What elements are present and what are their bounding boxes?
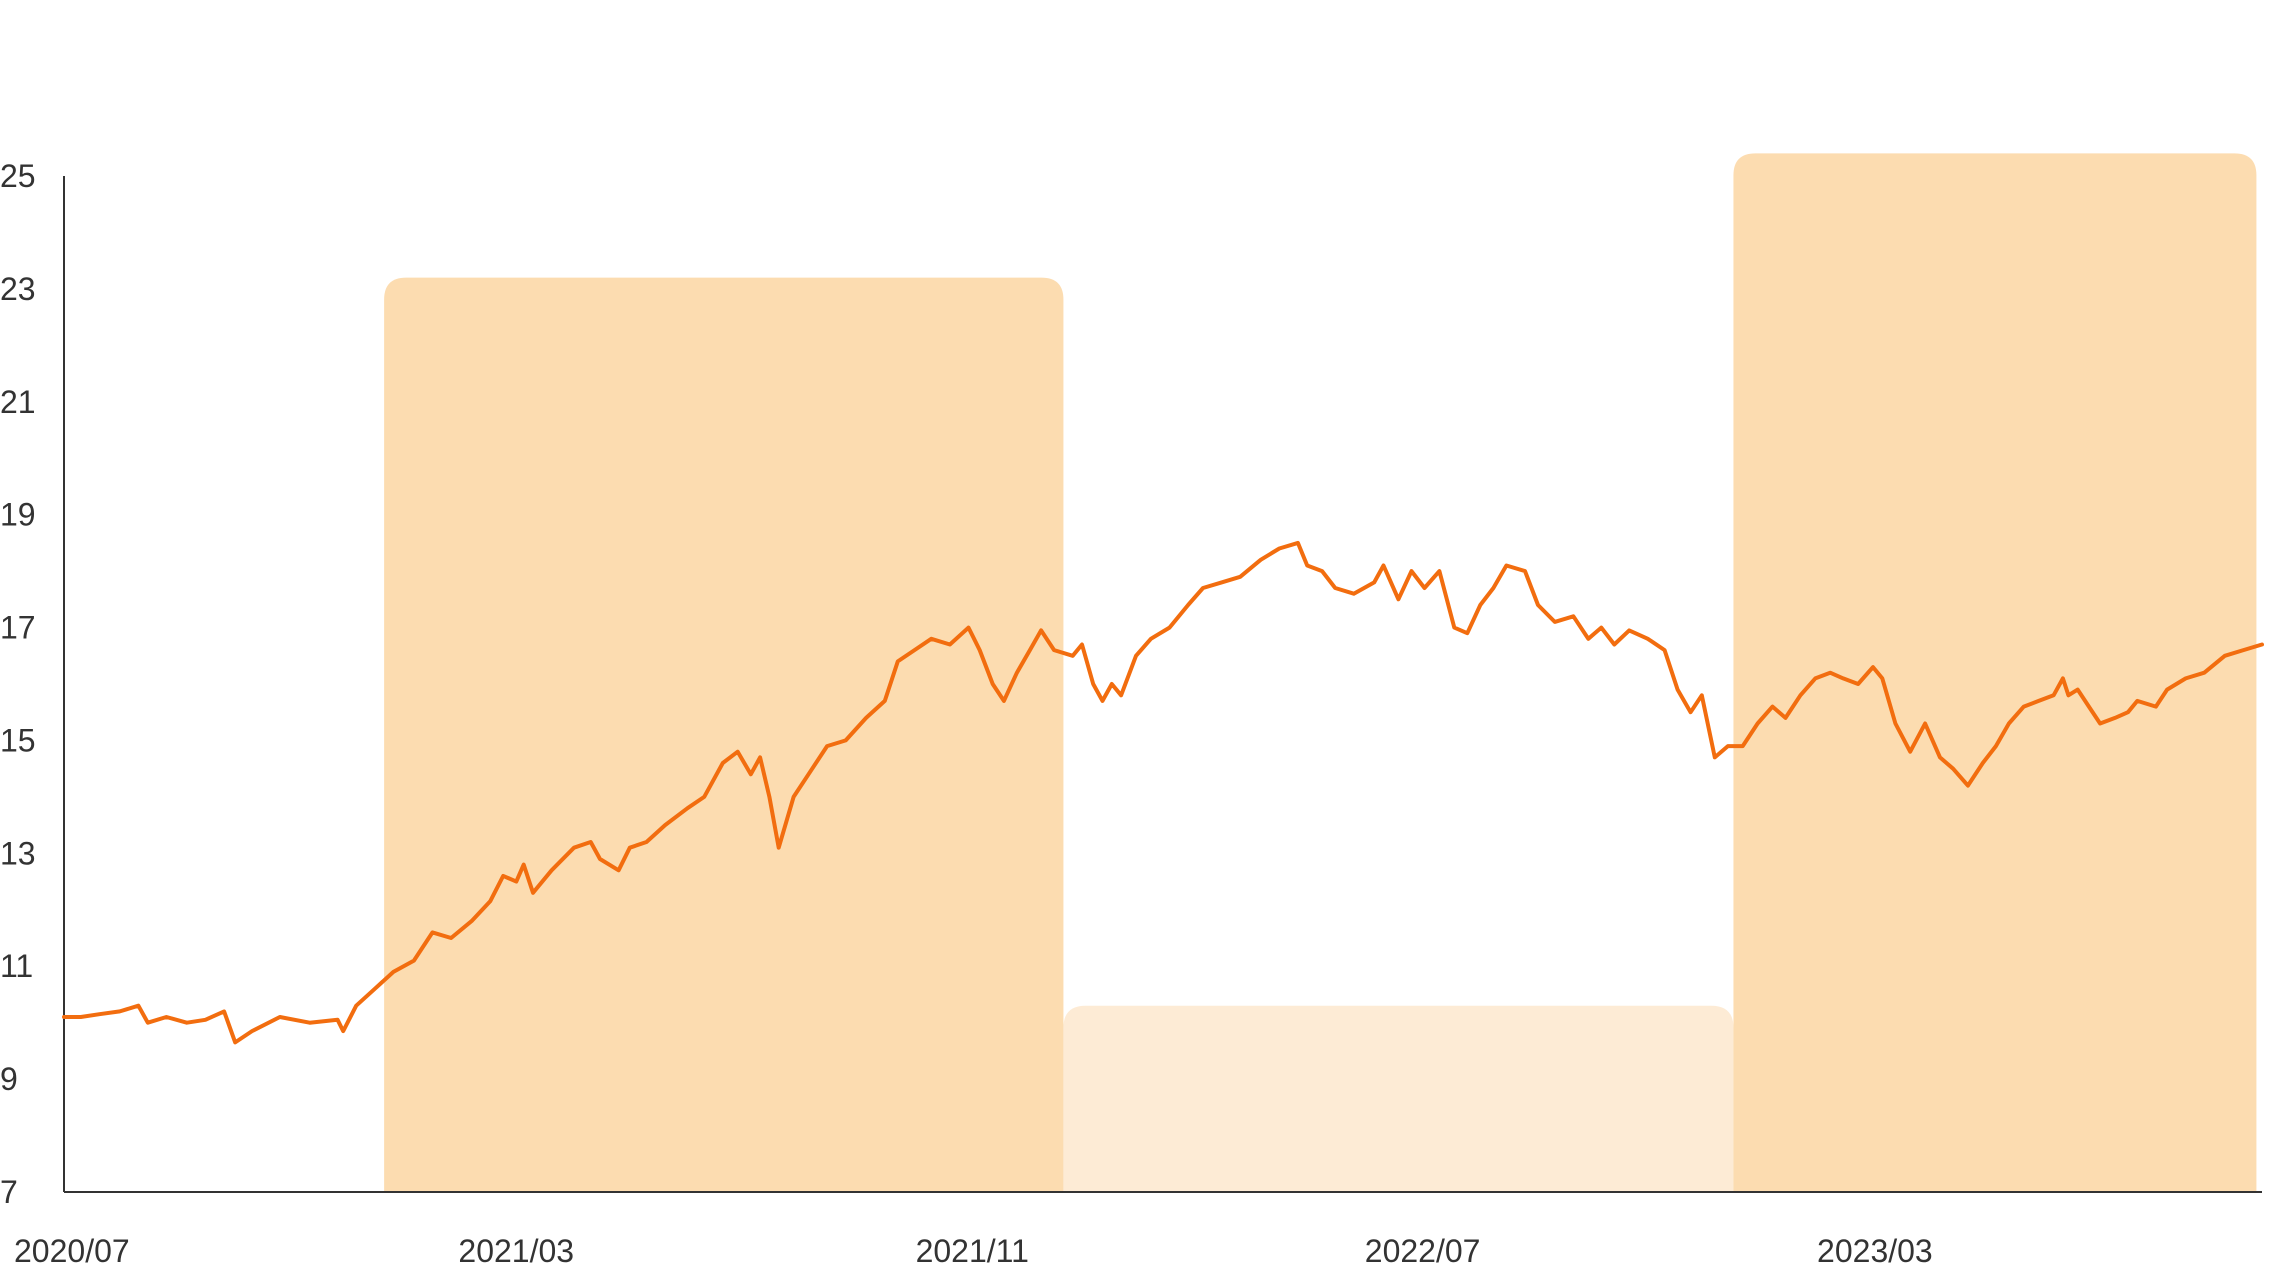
highlight-period-2 <box>1063 1005 1734 1192</box>
series-line-1 <box>62 540 2264 1045</box>
y-tick-label: 13 <box>0 835 36 871</box>
y-tick-label: 25 <box>0 158 36 194</box>
x-tick-label: 2021/11 <box>916 1233 1029 1268</box>
y-tick-labels: 25 23 21 19 17 15 13 11 9 7 <box>0 158 36 1210</box>
y-tick-label: 7 <box>0 1174 18 1210</box>
x-tick-label: 2023/03 <box>1817 1233 1933 1268</box>
y-tick-label: 21 <box>0 384 36 420</box>
axes <box>63 176 2262 1193</box>
x-tick-label: 2022/07 <box>1365 1233 1481 1268</box>
x-tick-labels: 2020/07 2021/03 2021/11 2022/07 2023/03 <box>14 1233 1933 1268</box>
y-tick-label: 19 <box>0 497 36 533</box>
x-tick-label: 2020/07 <box>14 1233 130 1268</box>
y-tick-label: 9 <box>0 1061 18 1097</box>
y-tick-label: 17 <box>0 610 36 646</box>
highlight-periods <box>384 153 2257 1193</box>
highlight-period-1 <box>384 277 1064 1193</box>
x-tick-label: 2021/03 <box>458 1233 574 1268</box>
series <box>62 540 2264 1045</box>
highlight-period-3 <box>1733 153 2257 1192</box>
y-tick-label: 15 <box>0 722 36 758</box>
y-tick-label: 23 <box>0 271 36 307</box>
y-tick-label: 11 <box>0 948 33 984</box>
